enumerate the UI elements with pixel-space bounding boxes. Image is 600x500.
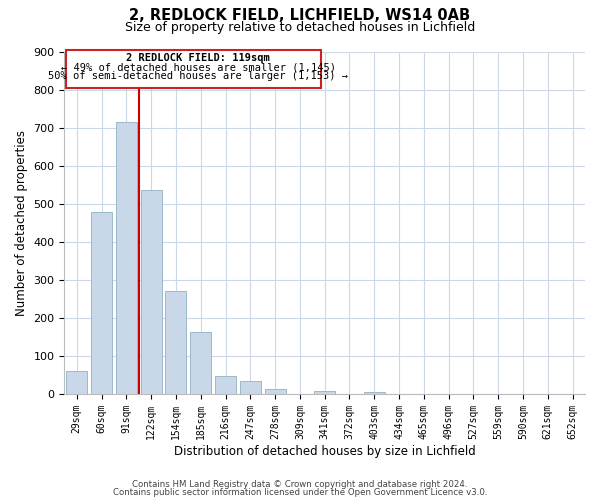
Bar [364, 392, 385, 394]
Bar [240, 382, 261, 394]
Text: Contains public sector information licensed under the Open Government Licence v3: Contains public sector information licen… [113, 488, 487, 497]
Text: 2, REDLOCK FIELD, LICHFIELD, WS14 0AB: 2, REDLOCK FIELD, LICHFIELD, WS14 0AB [130, 8, 470, 22]
Bar [116, 122, 137, 394]
Bar [66, 371, 88, 394]
FancyBboxPatch shape [65, 50, 321, 88]
Bar [314, 392, 335, 394]
Text: 50% of semi-detached houses are larger (1,153) →: 50% of semi-detached houses are larger (… [48, 71, 348, 81]
Text: ← 49% of detached houses are smaller (1,145): ← 49% of detached houses are smaller (1,… [61, 62, 336, 72]
Bar [140, 190, 162, 394]
Bar [91, 212, 112, 394]
Text: Contains HM Land Registry data © Crown copyright and database right 2024.: Contains HM Land Registry data © Crown c… [132, 480, 468, 489]
Bar [190, 332, 211, 394]
Text: Size of property relative to detached houses in Lichfield: Size of property relative to detached ho… [125, 21, 475, 34]
Bar [265, 388, 286, 394]
X-axis label: Distribution of detached houses by size in Lichfield: Distribution of detached houses by size … [174, 444, 476, 458]
Y-axis label: Number of detached properties: Number of detached properties [15, 130, 28, 316]
Bar [215, 376, 236, 394]
Bar [166, 291, 187, 394]
Text: 2 REDLOCK FIELD: 119sqm: 2 REDLOCK FIELD: 119sqm [127, 54, 270, 64]
